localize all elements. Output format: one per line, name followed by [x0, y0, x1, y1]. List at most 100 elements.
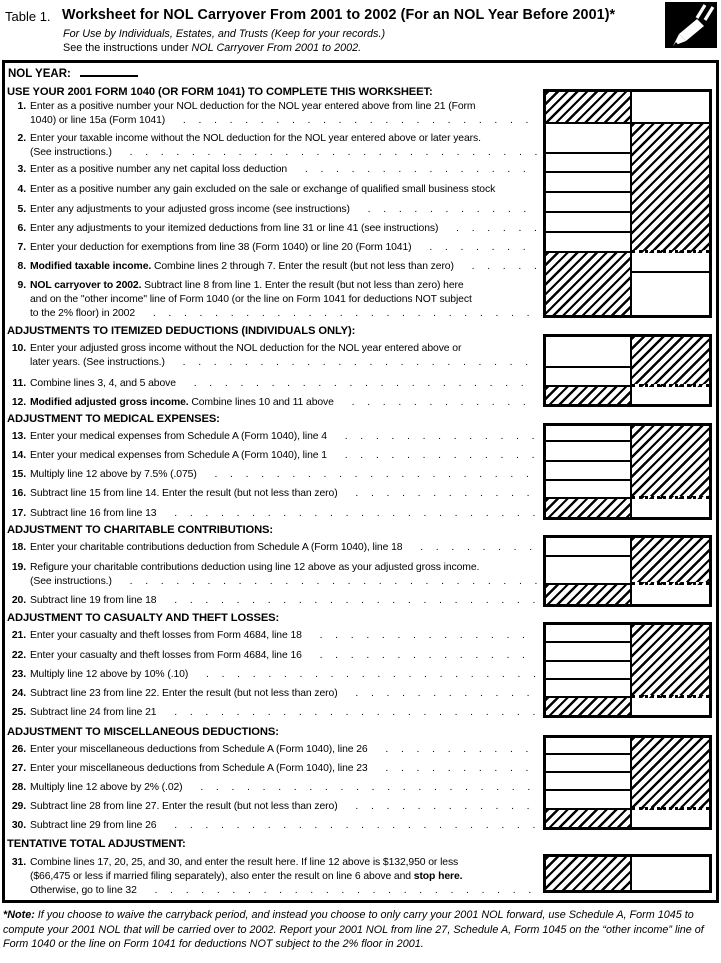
dot-leader — [165, 357, 537, 368]
entry-box — [546, 791, 632, 810]
dot-leader — [438, 223, 537, 234]
line-item-7: 7. Enter your deduction for exemptions fr… — [18, 241, 537, 255]
section-header-5: ADJUSTMENT TO CASUALTY AND THEFT LOSSES: — [7, 612, 280, 624]
footnote: *Note: If you choose to waive the carryb… — [3, 908, 719, 952]
section-header-2: ADJUSTMENTS TO ITEMIZED DEDUCTIONS (INDI… — [7, 325, 356, 337]
line-text-segment: later years. (See instructions.) — [30, 357, 165, 368]
line-item-19: 19. Refigure your charitable contribution… — [12, 561, 537, 589]
line-item-30: 30. Subtract line 29 from line 26 — [12, 819, 537, 833]
entry-box-group-2 — [543, 334, 712, 407]
page-title: Worksheet for NOL Carryover From 2001 to… — [62, 7, 616, 23]
line-text: Subtract line 15 from line 14. Enter the… — [30, 487, 537, 501]
line-item-26: 26. Enter your miscellaneous deductions f… — [12, 743, 537, 757]
line-item-11: 11. Combine lines 3, 4, and 5 above — [12, 377, 537, 391]
section-header-4: ADJUSTMENT TO CHARITABLE CONTRIBUTIONS: — [7, 524, 274, 536]
subtitle-for-use: For Use by Individuals, Estates, and Tru… — [63, 28, 386, 40]
line-text-segment: Subtract line 28 from line 27. Enter the… — [30, 801, 338, 812]
line-text-segment: Combine lines 3, 4, and 5 above — [30, 378, 176, 389]
dot-leader — [368, 763, 537, 774]
line-number: 24. — [11, 688, 26, 699]
line-text: 1040) or line 15a (Form 1041) — [30, 114, 537, 128]
footnote-text: If you choose to waive the carryback per… — [3, 909, 704, 950]
dot-leader — [112, 576, 537, 587]
section-header-3: ADJUSTMENT TO MEDICAL EXPENSES: — [7, 413, 220, 425]
line-text: Enter any adjustments to your itemized d… — [30, 222, 537, 236]
line-number: 6. — [17, 223, 27, 234]
worksheet-border — [2, 60, 719, 903]
line-item-17: 17. Subtract line 16 from line 13 — [12, 507, 537, 521]
line-item-28: 28. Multiply line 12 above by 2% (.02) — [12, 781, 537, 795]
line-text: Subtract line 23 from line 22. Enter the… — [30, 687, 537, 701]
line-number: 26. — [11, 744, 26, 755]
line-item-24: 24. Subtract line 23 from line 22. Enter … — [12, 687, 537, 701]
line-number: 7. — [17, 242, 27, 253]
line-text-segment: (See instructions.) — [30, 576, 112, 587]
line-number: 10. — [11, 343, 26, 354]
shaded-no-entry-cell — [632, 426, 709, 499]
dot-leader — [287, 164, 537, 175]
dot-leader — [183, 782, 537, 793]
line-text: Enter as a positive number any gain excl… — [30, 183, 537, 197]
line-item-20: 20. Subtract line 19 from line 18 — [12, 594, 537, 608]
entry-box — [632, 857, 709, 890]
line-text-segment: and on the "other income" line of Form 1… — [30, 294, 472, 305]
dot-leader — [165, 115, 537, 126]
line-item-5: 5. Enter any adjustments to your adjusted… — [18, 203, 537, 217]
dot-leader — [302, 650, 537, 661]
line-number: 31. — [11, 857, 26, 868]
dot-leader — [156, 595, 537, 606]
line-text-segment: Enter as a positive number any gain excl… — [30, 184, 496, 195]
line-text: Combine lines 17, 20, 25, and 30, and en… — [30, 856, 537, 870]
line-text-segment: Subtract line 15 from line 14. Enter the… — [30, 488, 338, 499]
line-item-1: 1. Enter as a positive number your NOL de… — [18, 100, 537, 128]
line-text-segment: Subtract line 19 from line 18 — [30, 595, 157, 606]
line-item-10: 10. Enter your adjusted gross income with… — [12, 342, 537, 370]
line-text: Otherwise, go to line 32 — [30, 884, 537, 898]
line-text-segment: Enter your miscellaneous deductions from… — [30, 763, 368, 774]
dot-leader — [302, 630, 537, 641]
line-text-segment: Subtract line 24 from line 21 — [30, 707, 157, 718]
line-number: 15. — [11, 469, 26, 480]
shaded-no-entry-cell — [632, 625, 709, 698]
pencil-icon — [665, 2, 717, 48]
shaded-no-entry-cell — [546, 499, 632, 517]
line-text-segment: Combine lines 17, 20, 25, and 30, and en… — [30, 857, 459, 868]
line-text: Multiply line 12 above by 10% (.10) — [30, 668, 537, 682]
section-header-6: ADJUSTMENT TO MISCELLANEOUS DEDUCTIONS: — [7, 726, 279, 738]
line-number: 22. — [11, 650, 26, 661]
entry-box — [546, 538, 632, 557]
line-text-segment: Enter any adjustments to your adjusted g… — [30, 204, 350, 215]
line-text: Enter your deduction for exemptions from… — [30, 241, 537, 255]
entry-box — [632, 585, 709, 604]
entry-box — [546, 462, 632, 481]
shaded-no-entry-cell — [546, 387, 632, 404]
dot-leader — [188, 669, 537, 680]
line-text: to the 2% floor) in 2002 — [30, 307, 537, 321]
entry-box — [546, 233, 632, 253]
see-instructions-reference: NOL Carryover From 2001 to 2002. — [191, 42, 362, 54]
line-text-segment: Enter your casualty and theft losses fro… — [30, 650, 302, 661]
line-item-29: 29. Subtract line 28 from line 27. Enter … — [12, 800, 537, 814]
dot-leader — [197, 469, 537, 480]
entry-box — [546, 625, 632, 643]
line-text-segment: Refigure your charitable contributions d… — [30, 562, 480, 573]
line-item-21: 21. Enter your casualty and theft losses … — [12, 629, 537, 643]
line-text-segment: 1040) or line 15a (Form 1041) — [30, 115, 166, 126]
line-text: Subtract line 29 from line 26 — [30, 819, 537, 833]
line-text-segment: (See instructions.) — [30, 147, 112, 158]
entry-box-group-5 — [543, 622, 712, 718]
shaded-no-entry-cell — [632, 538, 709, 585]
nol-year-row: NOL YEAR: — [8, 68, 138, 80]
line-text-segment: Subtract line 29 from line 26 — [30, 820, 157, 831]
entry-box — [632, 698, 709, 715]
line-text-segment: Subtract line 8 from line 1. Enter the r… — [141, 280, 464, 291]
dot-leader — [137, 885, 537, 896]
line-number: 9. — [17, 280, 27, 291]
entry-box — [632, 253, 709, 273]
line-text-bold-segment: NOL carryover to 2002. — [30, 280, 142, 291]
line-item-8: 8. Modified taxable income. Combine lines… — [18, 260, 537, 274]
line-text-bold-segment: Modified adjusted gross income. — [30, 397, 189, 408]
line-text-segment: Combine lines 10 and 11 above — [188, 397, 334, 408]
line-text-segment: ($66,475 or less if married filing separ… — [30, 871, 414, 882]
